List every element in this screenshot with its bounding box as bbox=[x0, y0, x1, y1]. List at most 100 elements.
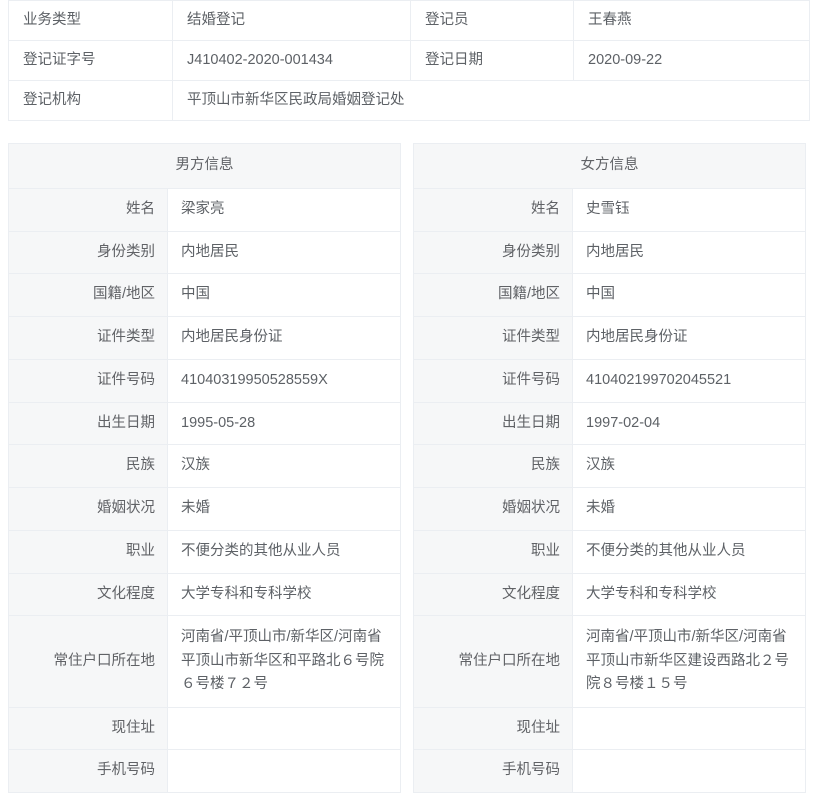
table-row: 现住址 bbox=[413, 706, 806, 751]
male-label-id-type: 证件类型 bbox=[8, 316, 168, 360]
table-row: 国籍/地区 中国 bbox=[8, 273, 401, 317]
female-value-household-address: 河南省/平顶山市/新华区/河南省平顶山市新华区建设西路北２号院８号楼１５号 bbox=[572, 615, 806, 708]
male-value-current-address bbox=[167, 706, 401, 751]
female-label-id-type: 证件类型 bbox=[413, 316, 573, 360]
table-row: 婚姻状况 未婚 bbox=[413, 487, 806, 531]
table-row: 证件类型 内地居民身份证 bbox=[8, 316, 401, 360]
male-value-name: 梁家亮 bbox=[167, 187, 401, 232]
table-row: 手机号码 bbox=[413, 749, 806, 793]
female-label-id-number: 证件号码 bbox=[413, 358, 573, 403]
male-value-ethnicity: 汉族 bbox=[167, 444, 401, 488]
female-label-identity-category: 身份类别 bbox=[413, 230, 573, 275]
male-label-household-address: 常住户口所在地 bbox=[8, 615, 168, 708]
male-label-identity-category: 身份类别 bbox=[8, 230, 168, 275]
male-value-mobile-number bbox=[167, 749, 401, 793]
table-header-row: 男方信息 bbox=[8, 143, 401, 189]
female-party-panel: 女方信息 姓名 史雪钰 身份类别 内地居民 国籍/地区 中国 bbox=[413, 143, 806, 793]
female-label-current-address: 现住址 bbox=[413, 706, 573, 751]
female-value-nationality: 中国 bbox=[572, 273, 806, 317]
male-label-ethnicity: 民族 bbox=[8, 444, 168, 488]
female-value-occupation: 不便分类的其他从业人员 bbox=[572, 529, 806, 574]
table-row: 手机号码 bbox=[8, 749, 401, 793]
table-row: 现住址 bbox=[8, 706, 401, 751]
male-info-table: 男方信息 姓名 梁家亮 身份类别 内地居民 国籍/地区 中国 bbox=[8, 143, 401, 793]
male-label-id-number: 证件号码 bbox=[8, 358, 168, 403]
table-row: 登记机构 平顶山市新华区民政局婚姻登记处 bbox=[8, 80, 810, 122]
table-row: 业务类型 结婚登记 登记员 王春燕 bbox=[8, 0, 810, 42]
male-value-id-type: 内地居民身份证 bbox=[167, 316, 401, 360]
table-row: 姓名 梁家亮 bbox=[8, 187, 401, 232]
male-section-title: 男方信息 bbox=[8, 143, 401, 189]
field-label-certificate-number: 登记证字号 bbox=[8, 40, 173, 82]
field-value-registration-date: 2020-09-22 bbox=[573, 40, 810, 82]
male-value-birth-date: 1995-05-28 bbox=[167, 401, 401, 446]
male-value-education: 大学专科和专科学校 bbox=[167, 572, 401, 617]
table-row: 常住户口所在地 河南省/平顶山市/新华区/河南省平顶山市新华区建设西路北２号院８… bbox=[413, 615, 806, 708]
female-value-education: 大学专科和专科学校 bbox=[572, 572, 806, 617]
female-value-birth-date: 1997-02-04 bbox=[572, 401, 806, 446]
table-row: 民族 汉族 bbox=[413, 444, 806, 488]
male-label-education: 文化程度 bbox=[8, 572, 168, 617]
female-label-marital-status: 婚姻状况 bbox=[413, 487, 573, 531]
marriage-registration-record: 业务类型 结婚登记 登记员 王春燕 登记证字号 J410402-2020-001… bbox=[8, 0, 810, 793]
field-value-agency: 平顶山市新华区民政局婚姻登记处 bbox=[172, 80, 810, 122]
female-info-table: 女方信息 姓名 史雪钰 身份类别 内地居民 国籍/地区 中国 bbox=[413, 143, 806, 793]
field-label-registrar: 登记员 bbox=[410, 0, 574, 42]
table-row: 身份类别 内地居民 bbox=[8, 230, 401, 275]
female-value-name: 史雪钰 bbox=[572, 187, 806, 232]
female-label-mobile-number: 手机号码 bbox=[413, 749, 573, 793]
registration-summary-table: 业务类型 结婚登记 登记员 王春燕 登记证字号 J410402-2020-001… bbox=[8, 0, 810, 122]
male-label-mobile-number: 手机号码 bbox=[8, 749, 168, 793]
female-value-marital-status: 未婚 bbox=[572, 487, 806, 531]
female-label-nationality: 国籍/地区 bbox=[413, 273, 573, 317]
table-row: 文化程度 大学专科和专科学校 bbox=[413, 572, 806, 617]
field-label-agency: 登记机构 bbox=[8, 80, 173, 122]
table-row: 常住户口所在地 河南省/平顶山市/新华区/河南省平顶山市新华区和平路北６号院６号… bbox=[8, 615, 401, 708]
female-value-mobile-number bbox=[572, 749, 806, 793]
table-row: 民族 汉族 bbox=[8, 444, 401, 488]
female-value-id-type: 内地居民身份证 bbox=[572, 316, 806, 360]
male-label-current-address: 现住址 bbox=[8, 706, 168, 751]
female-value-current-address bbox=[572, 706, 806, 751]
female-label-ethnicity: 民族 bbox=[413, 444, 573, 488]
female-label-name: 姓名 bbox=[413, 187, 573, 232]
male-label-marital-status: 婚姻状况 bbox=[8, 487, 168, 531]
table-row: 证件号码 410402199702045521 bbox=[413, 358, 806, 403]
male-label-name: 姓名 bbox=[8, 187, 168, 232]
registration-table: 业务类型 结婚登记 登记员 王春燕 登记证字号 J410402-2020-001… bbox=[8, 0, 810, 122]
male-value-identity-category: 内地居民 bbox=[167, 230, 401, 275]
table-row: 证件类型 内地居民身份证 bbox=[413, 316, 806, 360]
female-value-ethnicity: 汉族 bbox=[572, 444, 806, 488]
field-value-business-type: 结婚登记 bbox=[172, 0, 411, 42]
male-value-nationality: 中国 bbox=[167, 273, 401, 317]
table-row: 登记证字号 J410402-2020-001434 登记日期 2020-09-2… bbox=[8, 40, 810, 82]
table-row: 姓名 史雪钰 bbox=[413, 187, 806, 232]
male-value-marital-status: 未婚 bbox=[167, 487, 401, 531]
table-row: 职业 不便分类的其他从业人员 bbox=[413, 529, 806, 574]
table-row: 证件号码 41040319950528559X bbox=[8, 358, 401, 403]
female-label-household-address: 常住户口所在地 bbox=[413, 615, 573, 708]
table-row: 身份类别 内地居民 bbox=[413, 230, 806, 275]
female-label-birth-date: 出生日期 bbox=[413, 401, 573, 446]
table-row: 出生日期 1997-02-04 bbox=[413, 401, 806, 446]
field-value-certificate-number: J410402-2020-001434 bbox=[172, 40, 411, 82]
table-row: 婚姻状况 未婚 bbox=[8, 487, 401, 531]
male-value-occupation: 不便分类的其他从业人员 bbox=[167, 529, 401, 574]
male-party-panel: 男方信息 姓名 梁家亮 身份类别 内地居民 国籍/地区 中国 bbox=[8, 143, 401, 793]
male-label-occupation: 职业 bbox=[8, 529, 168, 574]
table-row: 国籍/地区 中国 bbox=[413, 273, 806, 317]
female-section-title: 女方信息 bbox=[413, 143, 806, 189]
male-value-id-number: 41040319950528559X bbox=[167, 358, 401, 403]
female-value-identity-category: 内地居民 bbox=[572, 230, 806, 275]
table-header-row: 女方信息 bbox=[413, 143, 806, 189]
field-value-registrar: 王春燕 bbox=[573, 0, 810, 42]
field-label-registration-date: 登记日期 bbox=[410, 40, 574, 82]
table-row: 出生日期 1995-05-28 bbox=[8, 401, 401, 446]
male-label-nationality: 国籍/地区 bbox=[8, 273, 168, 317]
female-label-occupation: 职业 bbox=[413, 529, 573, 574]
female-label-education: 文化程度 bbox=[413, 572, 573, 617]
male-value-household-address: 河南省/平顶山市/新华区/河南省平顶山市新华区和平路北６号院６号楼７２号 bbox=[167, 615, 401, 708]
table-row: 文化程度 大学专科和专科学校 bbox=[8, 572, 401, 617]
table-row: 职业 不便分类的其他从业人员 bbox=[8, 529, 401, 574]
female-value-id-number: 410402199702045521 bbox=[572, 358, 806, 403]
